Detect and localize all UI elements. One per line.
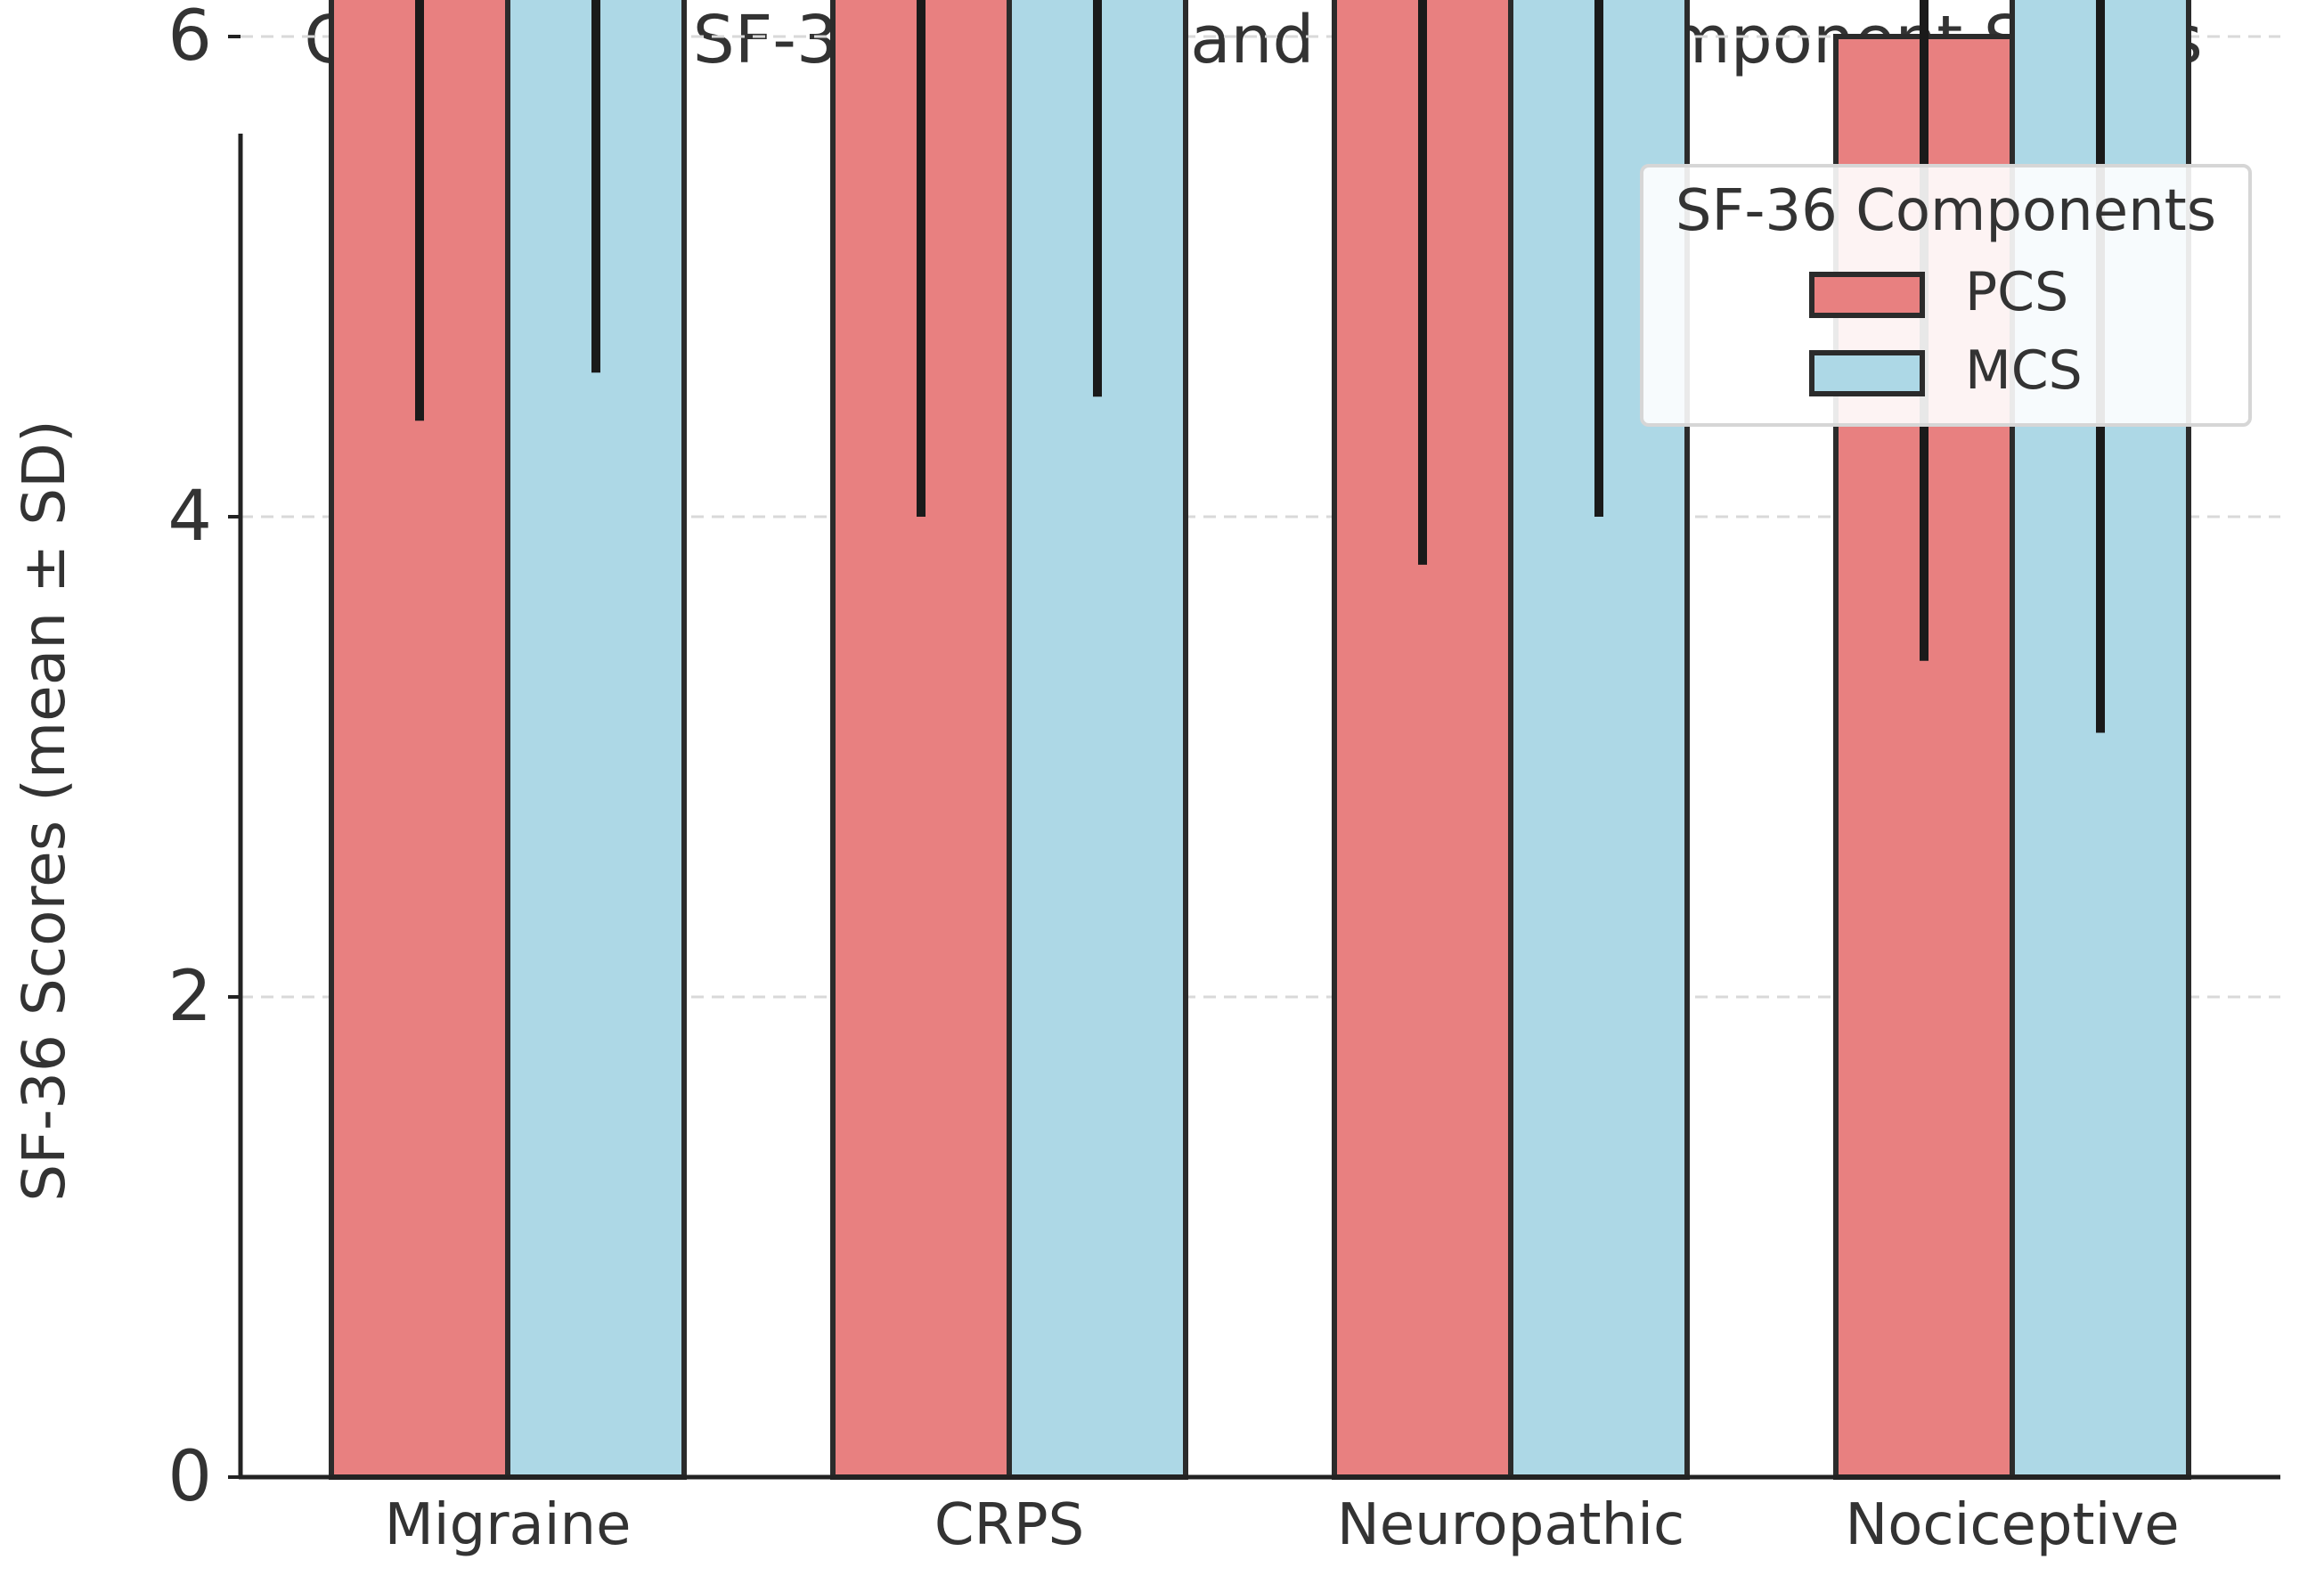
x-tick-label: Neuropathic [1337,1492,1684,1558]
tick-labels: 0246810MigraineCRPSNeuropathicNociceptiv… [167,0,2179,1558]
axes [228,35,2280,1480]
y-tick-label: 2 [167,957,212,1037]
legend-swatch-mcs [1809,350,1925,396]
x-tick-label: Migraine [385,1492,632,1558]
x-tick-label: Nociceptive [1845,1492,2179,1558]
legend-label-pcs: PCS [1965,261,2068,323]
error-bars [415,0,2105,733]
legend-box [1640,164,2252,427]
y-axis-label: SF-36 Scores (mean ± SD) [10,420,78,1202]
legend-title: SF-36 Components [1676,178,2216,244]
y-tick-label: 6 [167,0,212,77]
x-tick-label: CRPS [934,1492,1084,1558]
legend: SF-36 Components PCS MCS [1640,164,2252,427]
legend-label-mcs: MCS [1965,339,2083,402]
y-tick-label: 0 [167,1437,212,1517]
legend-swatch-pcs [1809,272,1925,318]
y-tick-label: 4 [167,477,212,557]
